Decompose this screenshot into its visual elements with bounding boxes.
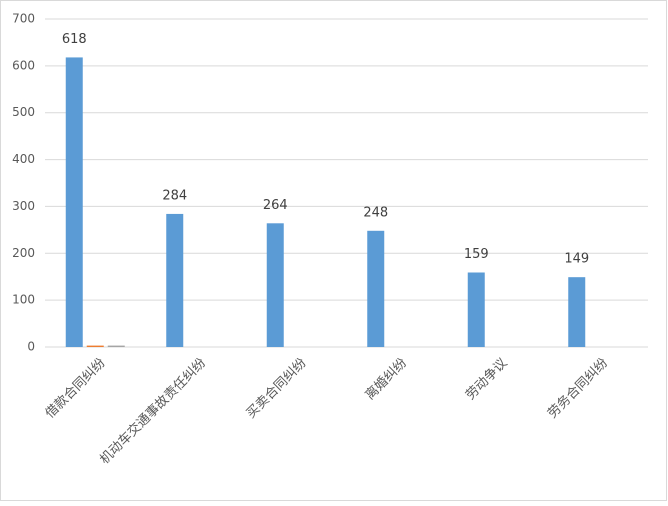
- bar: [467, 272, 485, 347]
- bar: [166, 213, 184, 347]
- bar: [568, 277, 586, 347]
- y-tick-label: 400: [12, 152, 35, 166]
- y-tick-label: 0: [27, 340, 35, 354]
- y-tick-label: 200: [12, 246, 35, 260]
- y-tick-label: 300: [12, 199, 35, 213]
- y-tick-label: 100: [12, 293, 35, 307]
- y-tick-label: 500: [12, 105, 35, 119]
- y-tick-label: 600: [12, 58, 35, 72]
- value-label: 264: [263, 198, 288, 213]
- value-label: 159: [464, 247, 489, 262]
- value-label: 149: [564, 252, 589, 267]
- bar: [86, 345, 104, 347]
- value-label: 618: [62, 32, 87, 47]
- bar: [266, 223, 284, 347]
- y-tick-label: 700: [12, 12, 35, 26]
- value-label: 284: [162, 188, 187, 203]
- bar: [107, 345, 125, 347]
- bar: [367, 230, 385, 347]
- bar: [65, 57, 83, 348]
- value-label: 248: [363, 205, 388, 220]
